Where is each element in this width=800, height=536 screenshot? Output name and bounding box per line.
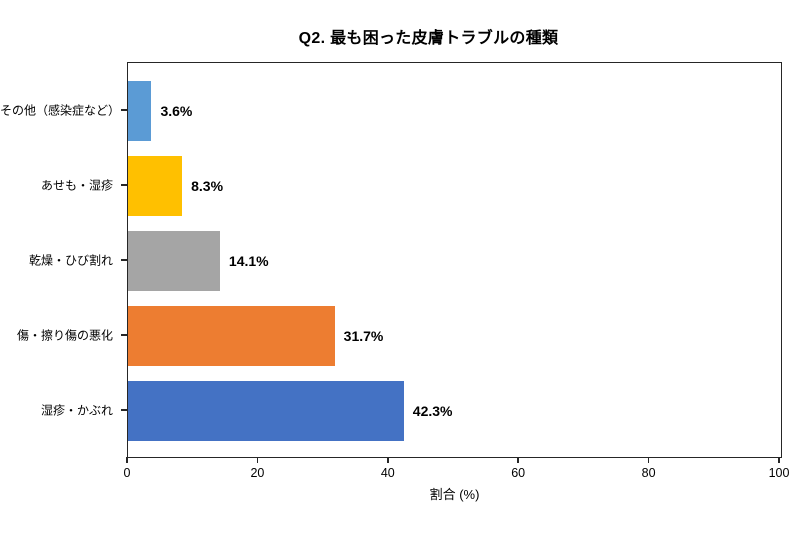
y-axis-category-label: その他（感染症など） [0, 103, 121, 118]
chart-title: Q2. 最も困った皮膚トラブルの種類 [298, 30, 559, 47]
bar-value-label: 8.3% [191, 178, 224, 194]
x-axis-tick-label: 40 [380, 466, 395, 480]
bar-1 [128, 81, 152, 141]
x-axis-tick [387, 457, 389, 463]
y-axis-tick [121, 184, 127, 186]
x-axis-tick-label: 0 [123, 466, 131, 480]
x-axis-tick [126, 457, 128, 463]
x-axis-tick [778, 457, 780, 463]
x-axis-tick [647, 457, 650, 463]
bar-5 [128, 381, 404, 441]
x-axis-tick-label: 20 [250, 466, 265, 480]
bar-2 [128, 156, 183, 216]
y-axis-tick [121, 109, 127, 111]
y-axis-category-label: 湿疹・かぶれ [40, 403, 113, 418]
x-axis-tick-label: 100 [768, 466, 790, 480]
y-axis-tick [121, 334, 127, 336]
plot-area: 3.6% 8.3% 14.1% 31.7% 42.3% [127, 62, 782, 458]
x-axis-tick-label: 80 [641, 466, 656, 480]
bar-value-label: 31.7% [343, 328, 384, 344]
x-axis-tick-label: 60 [511, 466, 526, 480]
y-axis-category-label: 傷・擦り傷の悪化 [16, 328, 113, 343]
y-axis-category-label: あせも・湿疹 [40, 178, 113, 193]
y-axis-tick [121, 409, 127, 411]
y-axis-tick [121, 259, 127, 261]
bar-value-label: 3.6% [160, 103, 193, 119]
x-axis-tick [256, 457, 259, 463]
bar-4 [128, 306, 335, 366]
x-axis-tick [517, 457, 519, 463]
x-axis-title: 割合 (%) [429, 487, 480, 502]
bar-3 [128, 231, 220, 291]
y-axis-category-label: 乾燥・ひび割れ [28, 253, 113, 268]
bar-value-label: 42.3% [412, 403, 453, 419]
bar-value-label: 14.1% [228, 253, 269, 269]
